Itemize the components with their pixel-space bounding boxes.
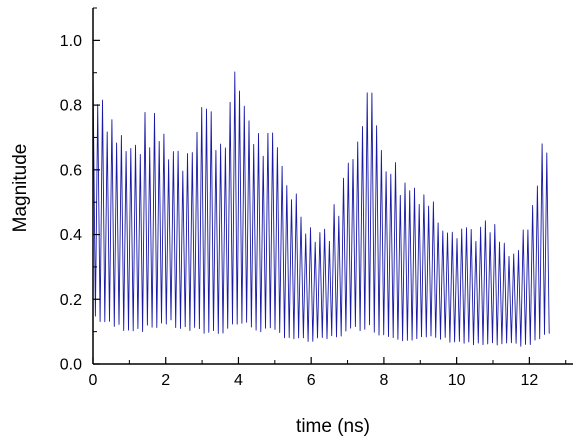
y-tick-label: 1.0: [60, 33, 82, 50]
y-tick-label: 0.6: [60, 162, 82, 179]
x-tick-label: 8: [379, 372, 388, 389]
x-tick-label: 6: [307, 372, 316, 389]
y-axis-title: Magnitude: [10, 144, 31, 233]
y-tick-label: 0.8: [60, 98, 82, 115]
y-tick-label: 0.0: [60, 357, 82, 374]
x-tick-label: 10: [448, 372, 466, 389]
y-tick-label: 0.2: [60, 292, 82, 309]
x-tick-label: 2: [161, 372, 170, 389]
y-tick-label: 0.4: [60, 227, 82, 244]
axes-layer: 0 2 4 6 8 10 12 0.0 0.2 0.4 0.6 0.8 1.0: [60, 7, 573, 389]
x-axis-title: time (ns): [296, 416, 370, 437]
x-tick-label: 0: [89, 372, 98, 389]
magnitude-series-line: [92, 69, 550, 347]
x-tick-label: 12: [520, 372, 538, 389]
x-tick-label: 4: [234, 372, 243, 389]
series-layer: [92, 69, 550, 347]
